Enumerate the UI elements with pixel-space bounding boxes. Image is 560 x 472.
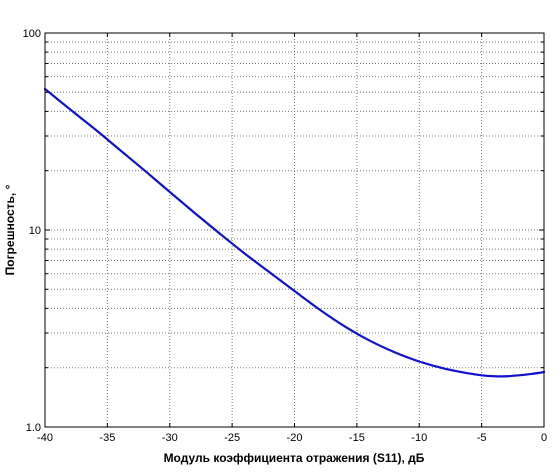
- y-tick-label: 1.0: [26, 422, 41, 434]
- x-tick-label: -5: [477, 432, 487, 444]
- grid: [45, 33, 544, 427]
- y-tick-label: 100: [23, 28, 41, 40]
- x-tick-label: -20: [287, 432, 303, 444]
- x-tick-label: -25: [224, 432, 240, 444]
- x-tick-label: -40: [37, 432, 53, 444]
- series-layer: [43, 87, 546, 378]
- y-axis-label: Погрешность, °: [3, 184, 17, 275]
- x-tick-label: -15: [349, 432, 365, 444]
- x-tick-label: -10: [411, 432, 427, 444]
- x-tick-label: -30: [162, 432, 178, 444]
- x-tick-label: -35: [99, 432, 115, 444]
- x-axis-label: Модуль коэффициента отражения (S11), дБ: [164, 451, 425, 465]
- ticks: -40 -35 -30 -25 -20 -15 -10 -5 0 1.0 10 100: [23, 28, 547, 444]
- series-line-0: [43, 87, 546, 378]
- y-tick-label: 10: [29, 225, 41, 237]
- x-tick-label: 0: [541, 432, 547, 444]
